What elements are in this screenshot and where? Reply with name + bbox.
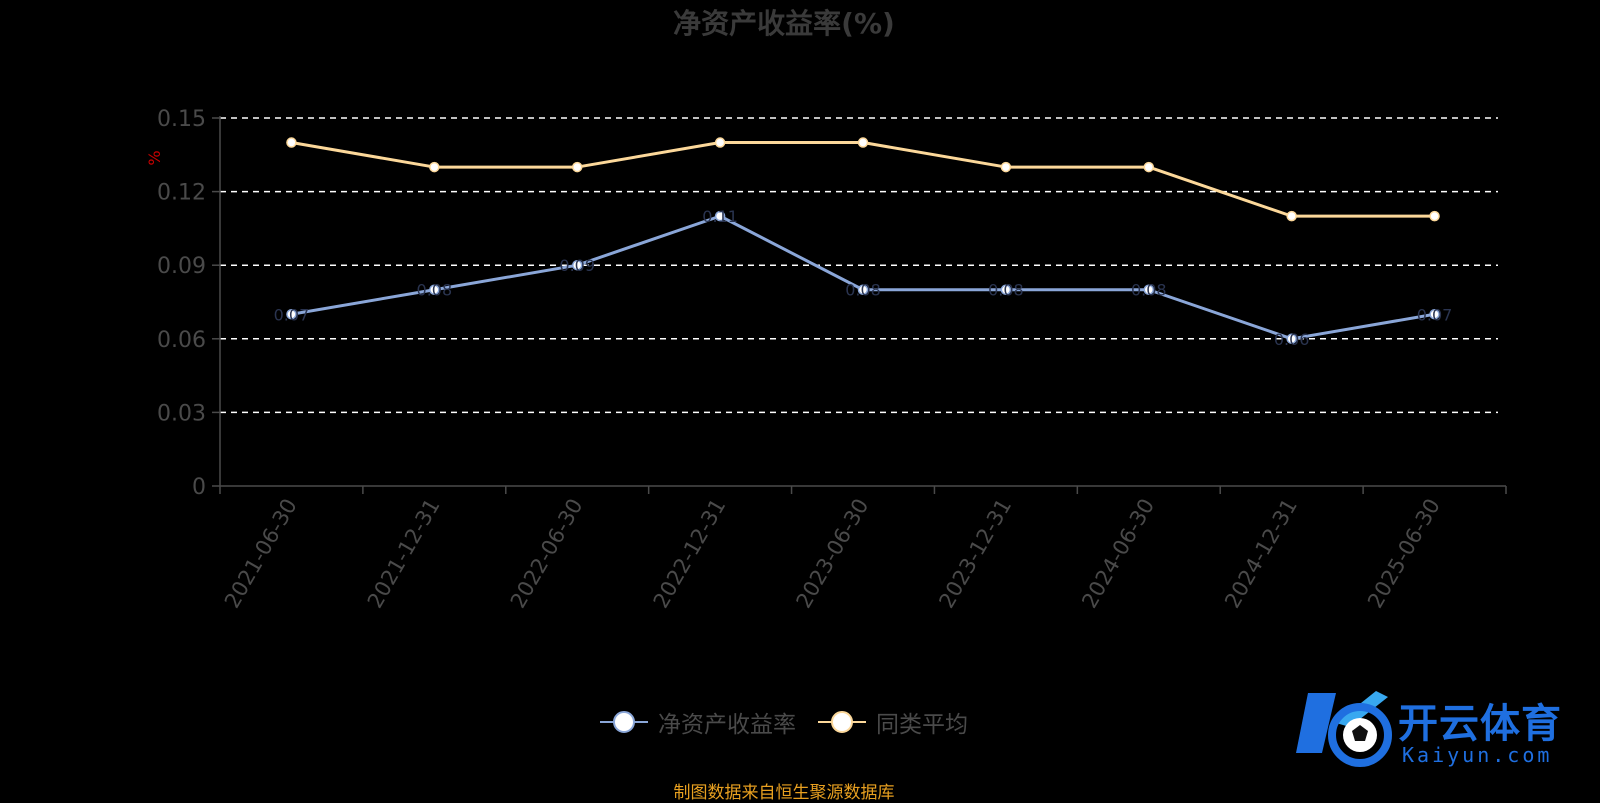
y-axis-label: % [145, 150, 164, 165]
legend-label-roe: 净资产收益率 [658, 712, 796, 738]
data-point-0[interactable] [1143, 284, 1155, 295]
watermark-logo: 开云体育 Kaiyun.com [1288, 683, 1563, 773]
data-point-0[interactable] [1286, 333, 1297, 345]
data-label: 0.08 [1131, 281, 1167, 300]
grid-lines [220, 117, 1498, 414]
y-tick-label: 0 [192, 475, 206, 500]
kaiyun-logo-icon [1296, 691, 1392, 767]
legend-label-peer-average: 同类平均 [876, 712, 968, 738]
y-tick-label: 0.06 [157, 328, 206, 353]
legend-item-peer-average[interactable]: 同类平均 [818, 705, 968, 739]
x-tick-label: 2022-12-31 [649, 495, 731, 613]
legend-marker-peer-average [818, 709, 866, 735]
data-label: 0.07 [274, 305, 310, 324]
watermark-brand: 开云体育 [1398, 701, 1562, 747]
x-tick-label: 2023-06-30 [792, 495, 874, 613]
x-tick-label: 2022-06-30 [506, 495, 588, 613]
data-point-0[interactable] [429, 284, 440, 295]
data-point-0[interactable] [714, 210, 726, 222]
data-point-0[interactable] [857, 284, 869, 295]
data-point-1[interactable] [571, 161, 583, 173]
data-point-1[interactable] [1000, 161, 1012, 173]
watermark-domain: Kaiyun.com [1402, 743, 1553, 767]
data-point-1[interactable] [857, 137, 869, 148]
data-label: 0.08 [988, 281, 1024, 300]
x-tick-label: 2021-06-30 [220, 495, 302, 613]
data-point-1[interactable] [286, 137, 297, 148]
data-point-0[interactable] [571, 259, 583, 271]
axes: 0 0.03 0.06 0.09 0.12 0.15 2021-06-30 2021-12-3… [157, 107, 1507, 613]
legend-marker-roe [600, 709, 648, 735]
data-label: 0.08 [417, 281, 453, 300]
data-point-1[interactable] [1429, 210, 1440, 222]
x-tick-label: 2024-12-31 [1220, 495, 1302, 613]
series [286, 137, 1440, 345]
data-point-0[interactable] [286, 309, 297, 320]
data-label: 0.08 [845, 281, 881, 300]
data-point-1[interactable] [1286, 210, 1297, 222]
data-label: 0.09 [559, 256, 595, 275]
data-point-1[interactable] [429, 161, 440, 173]
y-tick-label: 0.03 [157, 401, 206, 426]
data-label: 0.11 [702, 207, 738, 226]
data-point-0[interactable] [1429, 309, 1440, 320]
legend: 净资产收益率 同类平均 [0, 705, 1568, 739]
series-line-0 [291, 214, 1435, 341]
chart-title: 净资产收益率(%) [673, 7, 895, 40]
data-point-1[interactable] [1143, 161, 1155, 173]
series-line-1 [291, 141, 1435, 218]
y-tick-label: 0.09 [157, 254, 206, 279]
data-label: 0.07 [1417, 305, 1453, 324]
data-labels: 0.07 0.08 0.09 0.11 0.08 0.08 0.08 0.06 0.07 [274, 207, 1453, 349]
source-note: 制图数据来自恒生聚源数据库 [673, 783, 895, 803]
x-tick-label: 2024-06-30 [1077, 495, 1159, 613]
data-point-1[interactable] [714, 137, 726, 148]
data-point-0[interactable] [1000, 284, 1012, 295]
x-tick-label: 2023-12-31 [934, 495, 1016, 613]
data-label: 0.06 [1274, 330, 1310, 349]
x-tick-label: 2025-06-30 [1363, 495, 1445, 613]
y-tick-label: 0.12 [157, 181, 206, 206]
x-tick-label: 2021-12-31 [363, 495, 445, 613]
legend-item-roe[interactable]: 净资产收益率 [600, 705, 796, 739]
y-tick-label: 0.15 [157, 107, 206, 132]
